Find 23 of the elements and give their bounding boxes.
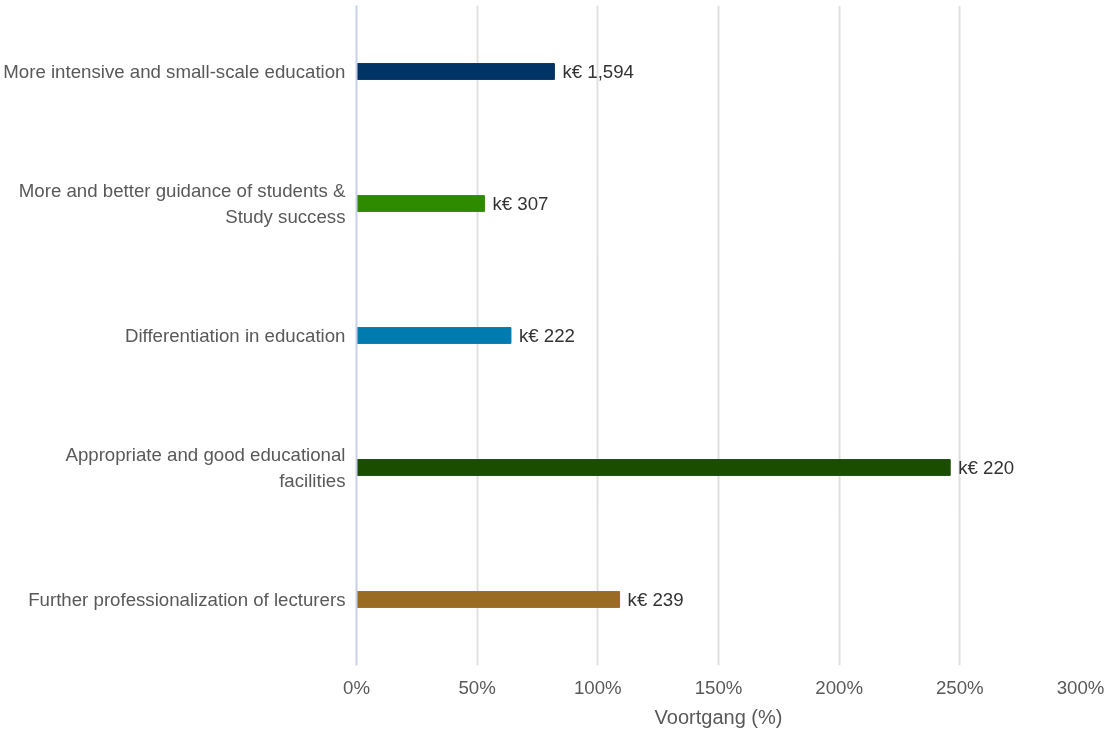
data-label: k€ 239	[627, 589, 684, 610]
y-tick-label: More intensive and small-scale education	[3, 61, 346, 82]
data-label: k€ 307	[492, 193, 549, 214]
y-tick-label: Further professionalization of lecturers	[28, 589, 346, 610]
x-tick-label: 150%	[694, 676, 743, 698]
data-label: k€ 222	[518, 325, 575, 346]
x-tick-label: 100%	[573, 676, 622, 698]
bar	[356, 195, 485, 212]
x-tick-label: 0%	[343, 676, 370, 698]
data-label: k€ 1,594	[562, 61, 634, 82]
y-tick-label: More and better guidance of students & Study success	[18, 180, 347, 227]
x-tick-label: 250%	[935, 676, 984, 698]
x-tick-label: 300%	[1056, 676, 1105, 698]
x-axis-title: Voortgang (%)	[654, 705, 783, 728]
x-tick-label: 50%	[458, 676, 496, 698]
data-label: k€ 220	[958, 457, 1015, 478]
y-tick-label: Appropriate and good educational facilities	[65, 444, 346, 491]
bar	[356, 63, 555, 80]
x-tick-label: 200%	[815, 676, 864, 698]
y-tick-label: Differentiation in education	[124, 325, 346, 346]
bar	[356, 459, 951, 476]
bar	[356, 327, 512, 344]
bar	[356, 591, 621, 608]
